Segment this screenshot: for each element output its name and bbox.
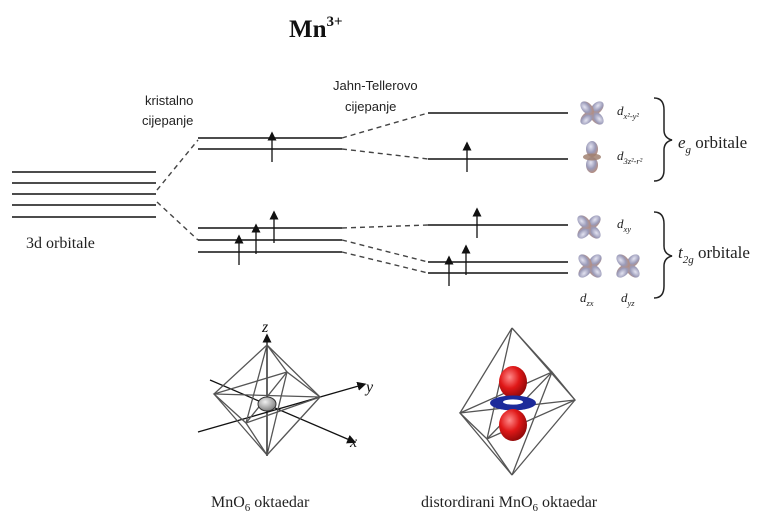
connector-jt-dz2 bbox=[341, 148, 429, 160]
ion-symbol: Mn bbox=[289, 16, 327, 43]
dz2-upper-lobe bbox=[499, 366, 527, 398]
dyz-orbital-icon bbox=[613, 251, 643, 281]
connector-jt-dzx bbox=[341, 239, 429, 263]
y-axis bbox=[197, 381, 367, 433]
dxy-orbital-icon bbox=[574, 212, 604, 242]
label-t2g-orbitals: t2g orbitale bbox=[678, 243, 750, 266]
label-crystal-splitting-line1: kristalno bbox=[145, 93, 193, 108]
t2g-brace bbox=[653, 211, 673, 299]
dx2y2-orbital-icon bbox=[577, 98, 607, 128]
axis-label-y: y bbox=[364, 379, 374, 396]
connector-jt-dxy bbox=[341, 224, 429, 229]
mn-center-sphere bbox=[257, 396, 277, 412]
label-dzx: dzx bbox=[580, 290, 594, 308]
label-dyz: dyz bbox=[621, 290, 635, 308]
label-jahn-teller-line1: Jahn-Tellerovo bbox=[333, 78, 418, 93]
label-dxy: dxy bbox=[617, 216, 631, 234]
dzx-orbital-icon bbox=[575, 251, 605, 281]
connector-jt-dyz bbox=[341, 251, 429, 274]
degenerate-3d-levels bbox=[12, 171, 156, 218]
distorted-octahedron bbox=[458, 327, 577, 476]
connector-to-eg bbox=[156, 139, 199, 191]
crystal-t2g-levels bbox=[198, 227, 342, 253]
label-dz2: d3z²-r² bbox=[617, 148, 643, 166]
jahn-teller-electrons bbox=[444, 141, 482, 286]
jahn-teller-levels bbox=[428, 112, 568, 274]
dz2-torus-inner bbox=[503, 399, 523, 405]
ion-charge: 3+ bbox=[327, 14, 343, 30]
crystal-electrons bbox=[234, 131, 279, 265]
label-dx2y2: dx²-y² bbox=[617, 103, 639, 121]
ion-title: Mn3+ bbox=[289, 14, 343, 43]
eg-brace bbox=[653, 97, 673, 182]
label-eg-orbitals: eg orbitale bbox=[678, 133, 747, 156]
regular-octahedron bbox=[197, 333, 367, 456]
label-crystal-splitting-line2: cijepanje bbox=[142, 113, 193, 128]
dz2-orbital-icon bbox=[583, 141, 601, 173]
dz2-lower-lobe bbox=[499, 409, 527, 441]
axis-label-z: z bbox=[261, 319, 269, 336]
crystal-eg-levels bbox=[198, 137, 342, 150]
label-3d-orbitals: 3d orbitale bbox=[26, 235, 95, 252]
label-jahn-teller-line2: cijepanje bbox=[345, 99, 396, 114]
caption-distorted-octahedron: distordirani MnO6 oktaedar bbox=[421, 494, 598, 514]
connector-jt-dx2y2 bbox=[341, 112, 429, 139]
axis-label-x: x bbox=[349, 434, 357, 451]
connector-to-t2g bbox=[156, 201, 199, 241]
caption-regular-octahedron: MnO6 oktaedar bbox=[211, 494, 310, 514]
